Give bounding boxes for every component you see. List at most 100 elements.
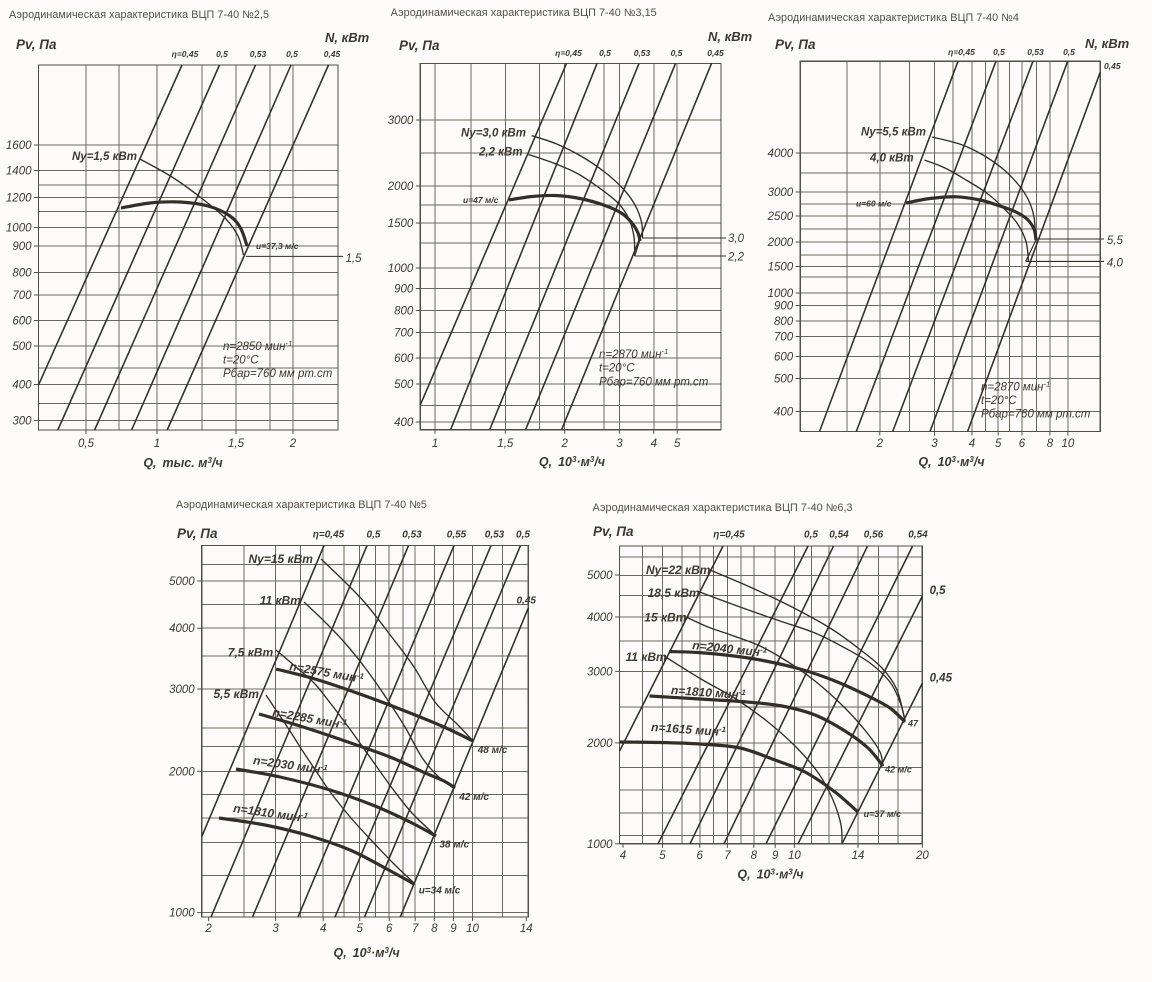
svg-text:η=0,45: η=0,45 <box>313 530 345 541</box>
svg-text:u=60 м/с: u=60 м/с <box>856 199 892 209</box>
svg-text:8: 8 <box>751 850 758 862</box>
svg-text:0,5: 0,5 <box>78 438 95 450</box>
svg-text:500: 500 <box>394 379 414 391</box>
svg-text:u=34 м/с: u=34 м/с <box>419 886 461 897</box>
svg-text:0,5: 0,5 <box>993 47 1005 57</box>
svg-text:1000: 1000 <box>768 288 794 300</box>
svg-text:0,45: 0,45 <box>517 596 537 607</box>
svg-text:Nу=22 кВт: Nу=22 кВт <box>646 563 711 577</box>
svg-text:Рбар=760 мм рт.ст: Рбар=760 мм рт.ст <box>599 377 709 389</box>
svg-text:6: 6 <box>1019 438 1026 450</box>
svg-text:0,54: 0,54 <box>829 530 849 541</box>
svg-text:5: 5 <box>674 438 681 450</box>
svg-text:3000: 3000 <box>169 684 195 696</box>
svg-text:1600: 1600 <box>6 140 32 152</box>
svg-text:3,0: 3,0 <box>728 233 745 245</box>
svg-text:400: 400 <box>774 407 794 419</box>
svg-text:4000: 4000 <box>169 623 195 635</box>
svg-text:2000: 2000 <box>586 738 613 750</box>
svg-text:Q, тыс. м3/ч: Q, тыс. м3/ч <box>143 456 223 470</box>
svg-text:18,5 кВт: 18,5 кВт <box>648 586 700 600</box>
svg-text:0,53: 0,53 <box>402 530 422 541</box>
svg-text:2: 2 <box>560 438 568 450</box>
svg-text:1: 1 <box>154 438 160 450</box>
svg-text:2000: 2000 <box>387 181 414 193</box>
svg-text:N, кВт: N, кВт <box>325 30 370 45</box>
svg-text:Аэродинамическая характеристик: Аэродинамическая характеристика ВЦП 7-40… <box>391 7 657 19</box>
svg-text:4,0: 4,0 <box>1107 258 1124 270</box>
svg-text:2500: 2500 <box>767 211 794 223</box>
svg-text:10: 10 <box>1062 438 1075 450</box>
svg-text:1500: 1500 <box>768 262 794 274</box>
svg-text:n=1615 мин-1: n=1615 мин-1 <box>651 720 727 739</box>
svg-text:n=2870 мин-1: n=2870 мин-1 <box>981 380 1050 394</box>
svg-text:4,0 кВт: 4,0 кВт <box>869 153 914 165</box>
svg-text:Аэродинамическая характеристик: Аэродинамическая характеристика ВЦП 7-40… <box>9 9 269 21</box>
svg-text:47: 47 <box>907 719 919 729</box>
svg-text:t=20°C: t=20°C <box>981 395 1017 407</box>
svg-text:η=0,45: η=0,45 <box>555 48 582 58</box>
svg-text:0,56: 0,56 <box>864 530 884 541</box>
svg-text:4: 4 <box>620 850 626 862</box>
svg-text:0,5: 0,5 <box>286 49 298 59</box>
svg-text:400: 400 <box>394 417 414 429</box>
svg-text:Q, 103·м3/ч: Q, 103·м3/ч <box>918 455 985 469</box>
svg-text:2,2 кВт: 2,2 кВт <box>478 147 523 159</box>
svg-text:1000: 1000 <box>587 839 613 851</box>
svg-text:0,53: 0,53 <box>1027 47 1044 57</box>
svg-text:Аэродинамическая характеристик: Аэродинамическая характеристика ВЦП 7-40… <box>768 12 1019 24</box>
svg-text:5: 5 <box>995 438 1002 450</box>
svg-text:700: 700 <box>394 328 414 340</box>
svg-text:800: 800 <box>12 268 32 280</box>
svg-text:1500: 1500 <box>388 218 414 230</box>
svg-text:Pv, Па: Pv, Па <box>177 526 218 541</box>
svg-text:14: 14 <box>852 850 865 862</box>
svg-text:5: 5 <box>356 923 363 935</box>
svg-text:Q, 103·м3/ч: Q, 103·м3/ч <box>539 455 606 469</box>
svg-text:η=0,45: η=0,45 <box>948 47 975 57</box>
svg-text:600: 600 <box>774 352 794 364</box>
svg-text:Q, 103·м3/ч: Q, 103·м3/ч <box>334 946 401 960</box>
svg-text:10: 10 <box>788 850 801 862</box>
svg-text:900: 900 <box>774 301 794 313</box>
svg-text:800: 800 <box>394 306 414 318</box>
svg-text:0,5: 0,5 <box>1063 47 1075 57</box>
svg-text:700: 700 <box>774 332 794 344</box>
svg-text:500: 500 <box>774 374 794 386</box>
svg-text:η=0,45: η=0,45 <box>172 49 199 59</box>
svg-text:3000: 3000 <box>768 187 794 199</box>
svg-text:7: 7 <box>412 923 419 935</box>
svg-text:Pv, Па: Pv, Па <box>593 524 634 539</box>
svg-text:Pv, Па: Pv, Па <box>16 37 57 52</box>
svg-text:6: 6 <box>696 850 703 862</box>
svg-text:1,5: 1,5 <box>346 253 363 265</box>
svg-text:20: 20 <box>915 850 929 862</box>
svg-text:8: 8 <box>431 923 438 935</box>
svg-text:t=20°C: t=20°C <box>599 363 635 375</box>
svg-text:t=20°C: t=20°C <box>223 355 259 367</box>
svg-text:1000: 1000 <box>6 223 32 235</box>
svg-text:4: 4 <box>320 923 326 935</box>
svg-text:n=1810 мин-1: n=1810 мин-1 <box>670 683 746 702</box>
svg-text:Аэродинамическая характеристик: Аэродинамическая характеристика ВЦП 7-40… <box>593 502 853 514</box>
svg-text:1: 1 <box>432 438 438 450</box>
svg-text:η=0,45: η=0,45 <box>713 530 745 541</box>
svg-text:0,5: 0,5 <box>599 48 611 58</box>
svg-text:700: 700 <box>12 290 32 302</box>
svg-text:Nу=3,0 кВт: Nу=3,0 кВт <box>461 128 526 140</box>
svg-text:600: 600 <box>12 316 32 328</box>
svg-text:3000: 3000 <box>587 666 613 678</box>
svg-text:9: 9 <box>450 923 457 935</box>
svg-text:600: 600 <box>394 353 414 365</box>
svg-text:4000: 4000 <box>768 148 794 160</box>
svg-text:0,5: 0,5 <box>804 530 818 541</box>
svg-text:6: 6 <box>386 923 393 935</box>
svg-text:300: 300 <box>12 416 32 428</box>
svg-text:0,45: 0,45 <box>324 49 341 59</box>
svg-text:48 м/с: 48 м/с <box>477 745 508 756</box>
svg-text:u=37 м/с: u=37 м/с <box>864 809 901 819</box>
svg-text:Nу=1,5 кВт: Nу=1,5 кВт <box>72 151 137 163</box>
svg-text:u=47 м/с: u=47 м/с <box>463 195 499 205</box>
svg-text:10: 10 <box>466 923 479 935</box>
svg-text:2000: 2000 <box>168 766 195 778</box>
